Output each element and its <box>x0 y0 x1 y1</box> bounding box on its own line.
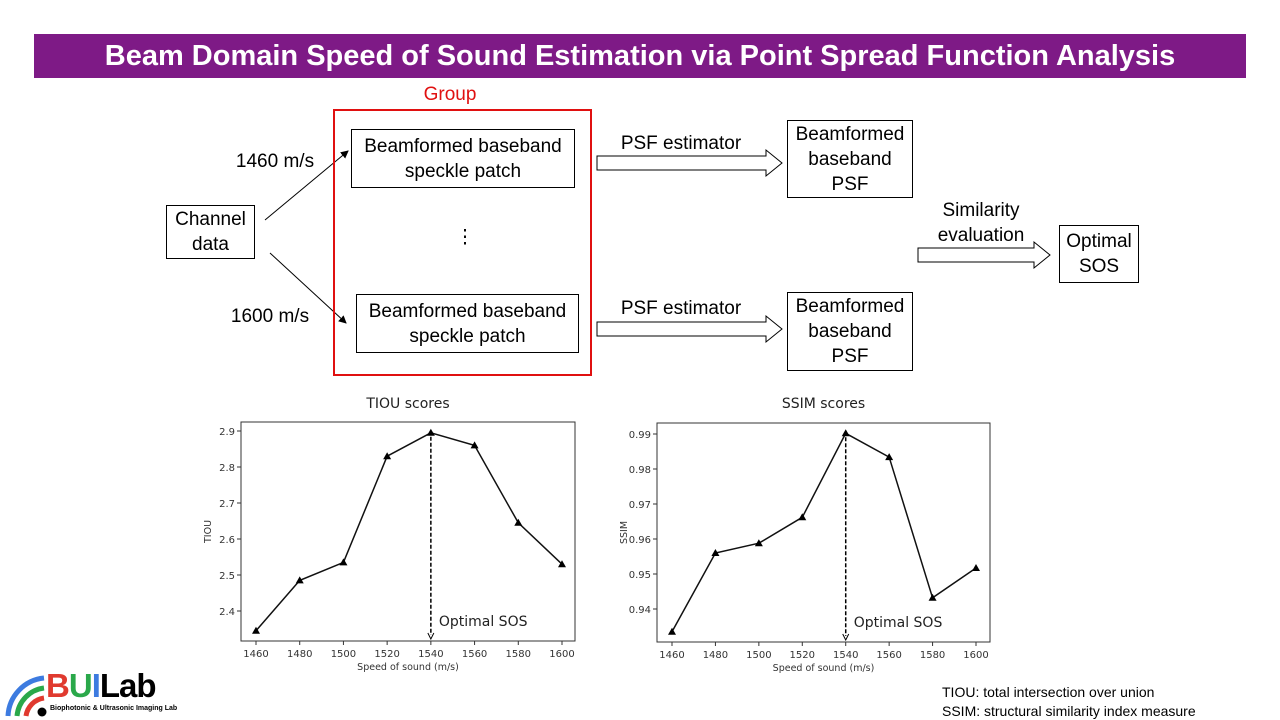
y-tick-label: 2.6 <box>219 535 235 546</box>
y-tick-label: 0.95 <box>629 570 651 581</box>
x-tick-label: 1560 <box>462 649 487 660</box>
data-point-triangle <box>885 453 894 461</box>
y-tick-label: 2.5 <box>219 571 235 582</box>
data-point-triangle <box>514 518 523 526</box>
group-box <box>333 109 592 376</box>
optimal-sos-annotation: Optimal SOS <box>439 614 528 630</box>
channel-data-label: Channel data <box>175 209 246 255</box>
group-label: Group <box>423 84 477 105</box>
y-axis-label: SSIM <box>619 521 630 544</box>
x-tick-label: 1480 <box>703 650 728 661</box>
data-point-triangle <box>339 558 348 566</box>
tiou-chart: TIOU scores 1460 1480 1500 1520 1540 1560 1580 1… <box>203 396 576 673</box>
data-point-triangle <box>383 452 392 460</box>
y-tick-label: 2.4 <box>219 607 235 618</box>
x-tick-label: 1460 <box>659 650 684 661</box>
data-point-triangle <box>295 576 304 584</box>
y-tick-label: 0.97 <box>629 500 651 511</box>
plot-area <box>656 422 991 643</box>
chart-title: SSIM scores <box>782 396 865 412</box>
data-point-triangle <box>558 560 566 568</box>
psf-estimator-bottom-label: PSF estimator <box>620 298 742 319</box>
data-point-triangle <box>711 549 720 556</box>
block-arrow-top <box>596 148 783 178</box>
patch-bottom-label: Beamformed baseband speckle patch <box>368 300 567 347</box>
x-tick-label: 1460 <box>243 649 268 660</box>
x-tick-label: 1520 <box>374 649 399 660</box>
y-tick-label: 0.98 <box>629 465 651 476</box>
x-tick-label: 1580 <box>920 650 945 661</box>
y-tick-label: 0.96 <box>629 535 651 546</box>
optimal-sos-annotation: Optimal SOS <box>854 615 943 631</box>
data-point-triangle <box>841 429 850 437</box>
psf-bottom-label: Beamformed baseband PSF <box>795 296 905 367</box>
sos-bottom-label: 1600 m/s <box>230 306 310 327</box>
x-tick-label: 1600 <box>963 650 988 661</box>
x-tick-label: 1600 <box>549 649 574 660</box>
x-tick-label: 1500 <box>331 649 356 660</box>
x-tick-label: 1500 <box>746 650 771 661</box>
x-axis-label: Speed of sound (m/s) <box>773 663 875 674</box>
data-point-triangle <box>252 626 260 634</box>
block-arrow-similarity <box>917 240 1051 270</box>
y-tick-label: 0.94 <box>629 605 651 616</box>
y-tick-label: 2.9 <box>219 427 235 438</box>
psf-top-box: Beamformed baseband PSF <box>787 120 913 198</box>
data-point-triangle <box>470 441 479 449</box>
arrow-head-icon <box>842 633 850 642</box>
x-tick-label: 1540 <box>833 650 858 661</box>
arrow-head-icon <box>427 632 435 641</box>
patch-bottom-box: Beamformed baseband speckle patch <box>356 294 579 353</box>
channel-data-box: Channel data <box>166 205 255 259</box>
x-tick-label: 1580 <box>506 649 531 660</box>
sos-top-label: 1460 m/s <box>235 151 315 172</box>
data-point-triangle <box>426 428 435 436</box>
diagram-arrows <box>264 148 1051 344</box>
slide-title: Beam Domain Speed of Sound Estimation vi… <box>34 34 1246 78</box>
psf-bottom-box: Beamformed baseband PSF <box>787 292 913 371</box>
data-point-triangle <box>798 513 807 521</box>
optimal-sos-box: Optimal SOS <box>1059 225 1139 283</box>
psf-top-label: Beamformed baseband PSF <box>795 123 905 195</box>
logo-text: BUILab <box>46 667 157 704</box>
x-tick-label: 1520 <box>790 650 815 661</box>
data-point-triangle <box>668 627 676 635</box>
data-point-triangle <box>972 564 980 572</box>
series-line <box>671 432 977 633</box>
x-tick-label: 1540 <box>418 649 443 660</box>
x-tick-label: 1480 <box>287 649 312 660</box>
data-point-triangle <box>754 539 763 547</box>
ssim-chart: SSIM scores 1460 1480 1500 1520 1540 1560 1580 1… <box>619 396 991 674</box>
ellipsis: ⋮ <box>455 227 475 248</box>
logo-subtitle: Biophotonic & Ultrasonic Imaging Lab <box>50 705 178 712</box>
similarity-label: Similarity evaluation <box>937 200 1025 246</box>
footnote-ssim: SSIM: structural similarity index measur… <box>942 703 1196 719</box>
footnote-tiou: TIOU: total intersection over union <box>942 684 1155 700</box>
y-axis-label: TIOU <box>203 520 214 544</box>
patch-top-label: Beamformed baseband speckle patch <box>364 135 562 182</box>
psf-estimator-top-label: PSF estimator <box>620 133 742 154</box>
series-line <box>255 431 563 632</box>
chart-title: TIOU scores <box>365 396 449 412</box>
data-point-triangle <box>928 593 937 601</box>
y-tick-label: 2.8 <box>219 463 235 474</box>
x-axis-label: Speed of sound (m/s) <box>357 662 459 673</box>
x-tick-label: 1560 <box>876 650 901 661</box>
builab-logo: BUILab Biophotonic & Ultrasonic Imaging … <box>4 668 204 720</box>
y-tick-label: 2.7 <box>219 499 235 510</box>
block-arrow-bottom <box>596 314 783 344</box>
y-tick-label: 0.99 <box>629 430 651 441</box>
patch-top-box: Beamformed baseband speckle patch <box>351 129 575 188</box>
optimal-sos-label: Optimal SOS <box>1066 231 1132 277</box>
plot-area <box>240 421 576 642</box>
logo-waves-icon <box>5 675 47 717</box>
